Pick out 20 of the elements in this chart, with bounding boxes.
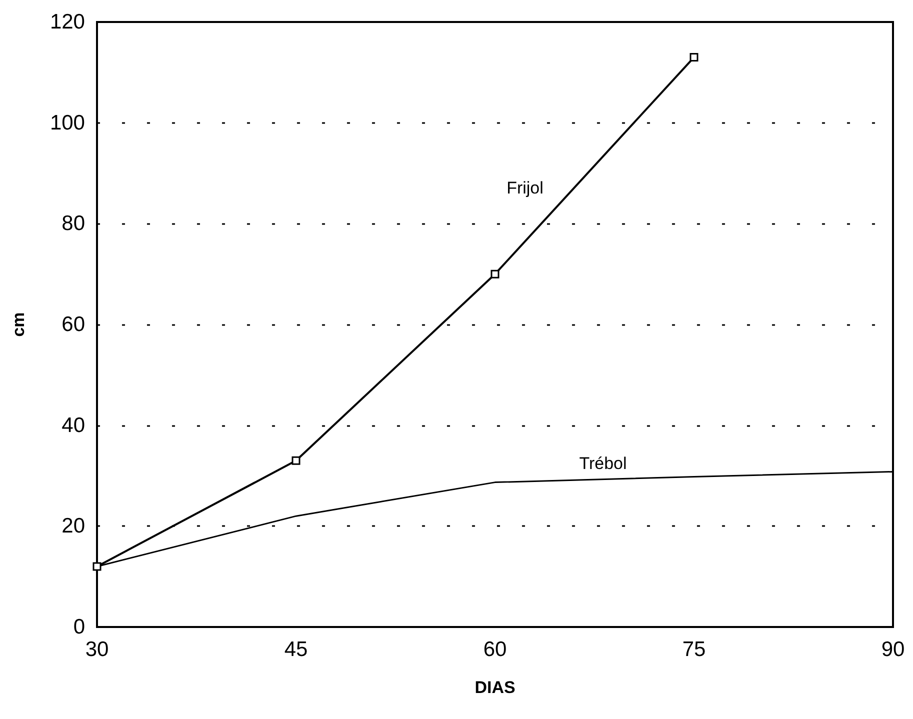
x-tick-label: 45 <box>284 638 308 661</box>
series-label: Trébol <box>579 454 627 473</box>
x-tick-label: 30 <box>85 638 109 661</box>
point <box>92 562 102 571</box>
y-tick-label: 20 <box>62 514 85 538</box>
series-label: Frijol <box>506 178 544 198</box>
x-axis-title: DIAS <box>474 678 516 697</box>
x-tick-label: 90 <box>881 638 905 661</box>
x-tick-label: 75 <box>682 638 706 661</box>
point <box>690 53 698 62</box>
point <box>292 456 300 465</box>
y-tick-label: 0 <box>73 616 85 638</box>
y-tick-label: 80 <box>62 212 85 236</box>
y-tick-label: 40 <box>62 414 85 437</box>
y-tick-label: 120 <box>50 10 85 34</box>
y-axis-title: cm <box>9 312 28 337</box>
point <box>490 270 500 278</box>
x-tick-label: 60 <box>483 638 507 661</box>
y-tick-label: 60 <box>62 313 85 336</box>
y-tick-label: 100 <box>50 111 85 134</box>
